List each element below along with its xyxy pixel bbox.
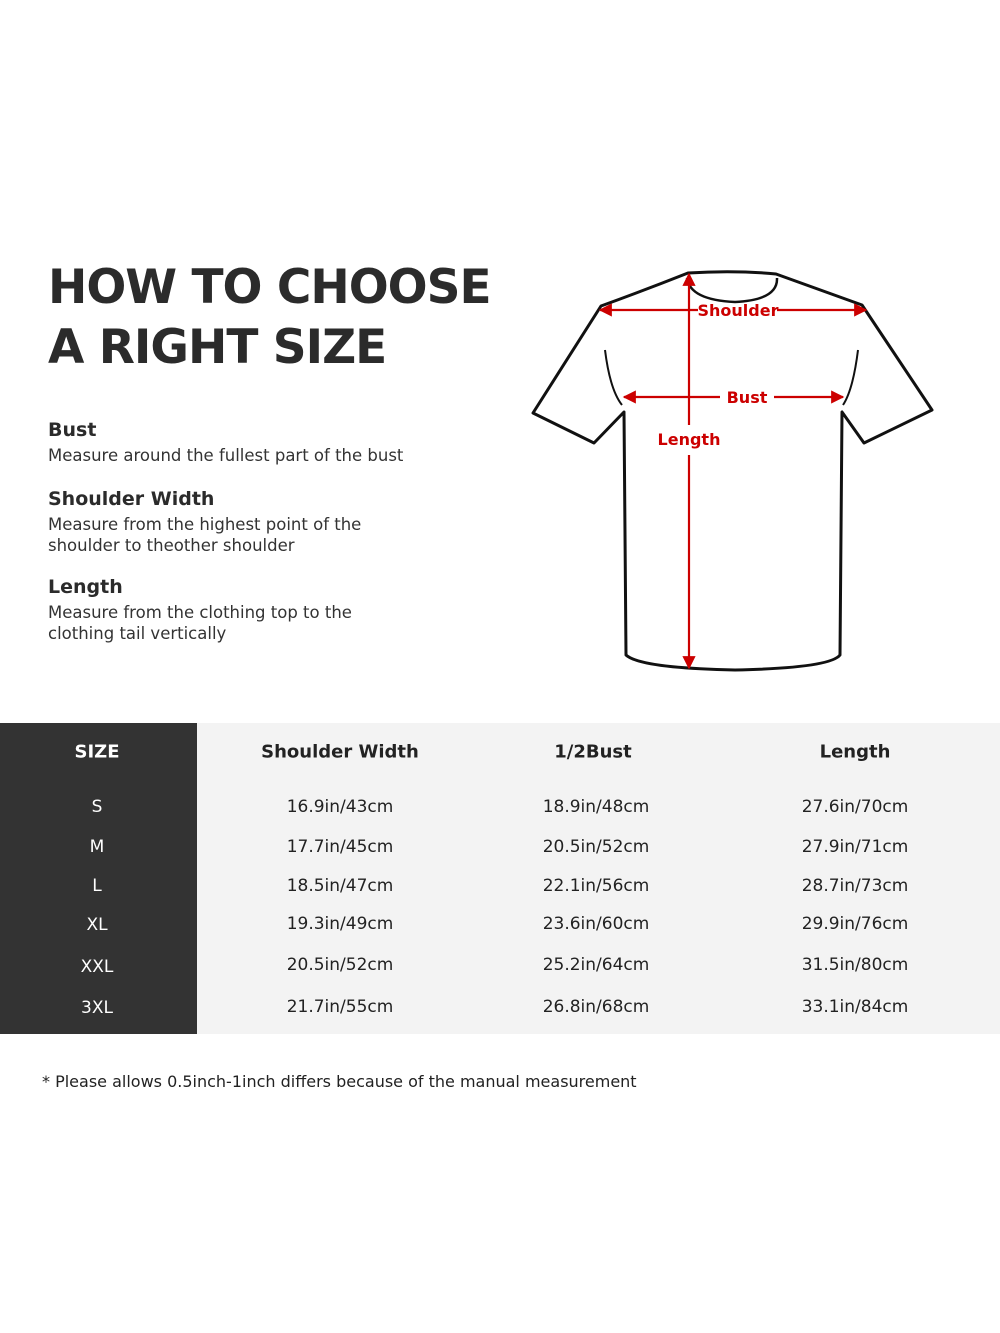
shoulder-description: Measure from the highest point of the sh…: [48, 515, 362, 555]
t-shirt-diagram: Shoulder Bust Length: [531, 270, 934, 672]
table-cell: 16.9in/43cm: [286, 797, 394, 817]
bust-section: Bust Measure around the fullest part of …: [48, 417, 403, 466]
title-line-2: A RIGHT SIZE: [48, 320, 387, 375]
table-cell: 29.9in/76cm: [801, 914, 909, 934]
header-shoulder-width: Shoulder Width: [261, 741, 419, 763]
measurement-note: * Please allows 0.5inch-1inch differs be…: [42, 1072, 637, 1091]
table-cell: 20.5in/52cm: [286, 955, 394, 975]
measurement-arrows: [598, 272, 868, 670]
shoulder-heading: Shoulder Width: [48, 488, 215, 510]
page-title: HOW TO CHOOSE A RIGHT SIZE: [48, 258, 492, 378]
header-half-bust: 1/2Bust: [554, 741, 632, 763]
header-length: Length: [819, 741, 891, 763]
table-cell: 28.7in/73cm: [801, 876, 909, 896]
table-cell: 22.1in/56cm: [542, 876, 650, 896]
size-cell: M: [89, 837, 105, 857]
table-cell: 23.6in/60cm: [542, 914, 650, 934]
size-cell: S: [91, 797, 103, 817]
title-line-1: HOW TO CHOOSE: [48, 260, 492, 315]
table-cell: 31.5in/80cm: [801, 955, 909, 975]
size-cell: L: [92, 876, 102, 896]
bust-heading: Bust: [48, 419, 97, 441]
header-size: SIZE: [74, 741, 120, 763]
table-cell: 27.6in/70cm: [801, 797, 909, 817]
table-cell: 25.2in/64cm: [542, 955, 650, 975]
table-cell: 19.3in/49cm: [286, 914, 394, 934]
shoulder-section: Shoulder Width Measure from the highest …: [48, 486, 388, 556]
size-cell: XL: [86, 915, 108, 935]
size-cell: 3XL: [81, 998, 113, 1018]
table-cell: 20.5in/52cm: [542, 837, 650, 857]
length-description: Measure from the clothing top to the clo…: [48, 603, 352, 643]
length-label: Length: [658, 430, 721, 449]
length-heading: Length: [48, 576, 123, 598]
table-cell: 27.9in/71cm: [801, 837, 909, 857]
table-cell: 21.7in/55cm: [286, 997, 394, 1017]
size-cell: XXL: [80, 957, 114, 977]
size-table: SIZE S M L XL XXL 3XL Shoulder Width 1/2…: [0, 723, 1000, 1034]
t-shirt-icon: [531, 270, 934, 672]
length-section: Length Measure from the clothing top to …: [48, 574, 378, 644]
size-column: SIZE S M L XL XXL 3XL: [0, 723, 197, 1034]
table-cell: 33.1in/84cm: [801, 997, 909, 1017]
table-cell: 18.5in/47cm: [286, 876, 394, 896]
table-cell: 17.7in/45cm: [286, 837, 394, 857]
table-cell: 26.8in/68cm: [542, 997, 650, 1017]
bust-description: Measure around the fullest part of the b…: [48, 446, 404, 465]
table-cell: 18.9in/48cm: [542, 797, 650, 817]
bust-label: Bust: [727, 388, 768, 407]
shoulder-label: Shoulder: [698, 301, 779, 320]
